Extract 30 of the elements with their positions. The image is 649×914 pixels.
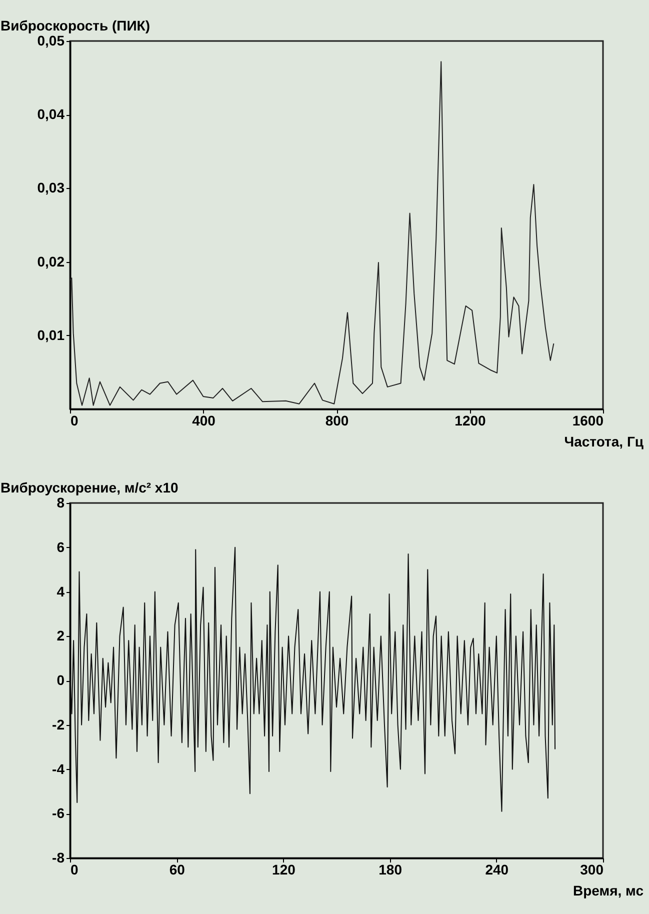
y-axis-title: Виброускорение, м/с² x10 [0,480,179,496]
y-tick-label: 2 [56,628,65,644]
x-axis-title: Частота, Гц [564,434,644,450]
x-tick-label: 0 [70,412,78,428]
y-tick-label: -6 [52,805,65,822]
y-axis-title: Виброскорость (ПИК) [0,18,150,34]
y-tick-label: 6 [56,538,65,555]
y-tick-label: 4 [56,583,65,600]
y-tick-label: -8 [52,850,65,866]
y-tick-label: 0,01 [37,326,65,343]
x-tick-label: 120 [272,862,296,878]
y-tick-label: 0,04 [37,106,65,122]
y-tick-label: 0,05 [37,32,65,48]
x-tick-label: 300 [580,862,604,878]
x-tick-label: 1600 [572,412,604,428]
x-tick-label: 0 [70,862,78,878]
x-tick-label: 400 [192,412,216,428]
y-tick-label: 8 [56,494,65,510]
y-tick-label: -4 [52,760,65,777]
x-tick-label: 60 [169,862,186,878]
x-tick-label: 800 [325,412,349,428]
y-tick-label: 0 [56,672,65,688]
y-tick-label: -2 [52,716,65,732]
x-tick-label: 240 [485,862,509,878]
x-tick-label: 180 [378,862,402,878]
y-tick-label: 0,03 [37,180,65,196]
x-tick-label: 1200 [454,412,486,428]
x-axis-title: Время, мс [572,882,644,898]
line-series [70,546,556,812]
y-tick-label: 0,02 [37,253,65,270]
